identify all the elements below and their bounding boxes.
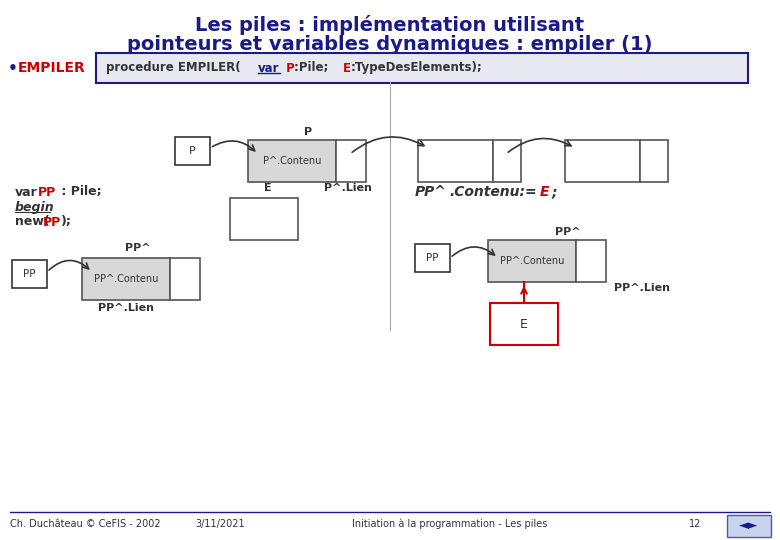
Text: E: E	[540, 185, 549, 199]
Bar	[488, 240, 576, 282]
Text: PP: PP	[426, 253, 438, 263]
Bar	[82, 258, 170, 300]
Text: P^.Contenu: P^.Contenu	[263, 156, 321, 166]
Bar	[576, 240, 606, 282]
Text: 12: 12	[689, 519, 701, 529]
Bar	[170, 258, 200, 300]
Text: PP: PP	[23, 269, 35, 279]
Text: pointeurs et variables dynamiques : empiler (1): pointeurs et variables dynamiques : empi…	[127, 35, 653, 53]
Text: );: );	[61, 215, 72, 228]
Bar	[175, 137, 210, 165]
Text: :TypeDesElements);: :TypeDesElements);	[351, 62, 483, 75]
FancyBboxPatch shape	[96, 53, 748, 83]
Bar	[493, 140, 521, 182]
Bar	[418, 140, 493, 182]
Bar	[336, 140, 366, 182]
Text: PP^: PP^	[415, 185, 447, 199]
Text: procedure EMPILER(: procedure EMPILER(	[106, 62, 240, 75]
Text: EMPILER: EMPILER	[18, 61, 86, 75]
Text: PP: PP	[38, 186, 56, 199]
Text: Ch. Duchâteau © CeFIS - 2002: Ch. Duchâteau © CeFIS - 2002	[10, 519, 161, 529]
Text: P: P	[282, 62, 295, 75]
Text: .Contenu:=: .Contenu:=	[449, 185, 537, 199]
Text: : Pile;: : Pile;	[57, 186, 101, 199]
Text: PP^.Lien: PP^.Lien	[614, 283, 670, 293]
Text: E: E	[264, 183, 271, 193]
Text: E: E	[520, 318, 528, 330]
Bar	[640, 140, 668, 182]
Text: PP^.Lien: PP^.Lien	[98, 303, 154, 313]
Text: PP^.Contenu: PP^.Contenu	[500, 256, 564, 266]
Text: var: var	[15, 186, 37, 199]
Text: PP: PP	[43, 215, 62, 228]
Text: ◄►: ◄►	[739, 519, 759, 532]
Text: P: P	[304, 127, 312, 137]
Bar	[12, 260, 47, 288]
Text: new(: new(	[15, 215, 50, 228]
Text: :Pile;: :Pile;	[294, 62, 337, 75]
Bar	[248, 140, 336, 182]
Bar	[565, 140, 640, 182]
Bar	[415, 244, 450, 272]
Text: 3/11/2021: 3/11/2021	[195, 519, 245, 529]
Text: begin: begin	[15, 200, 55, 213]
Text: E: E	[343, 62, 351, 75]
Text: P: P	[189, 146, 195, 156]
Text: PP^.Contenu: PP^.Contenu	[94, 274, 158, 284]
Text: ;: ;	[551, 185, 556, 199]
Bar	[230, 198, 298, 240]
Bar	[490, 303, 558, 345]
Text: •: •	[8, 60, 18, 76]
Text: PP^: PP^	[555, 227, 581, 237]
Text: P^.Lien: P^.Lien	[324, 183, 372, 193]
Text: PP^: PP^	[125, 243, 151, 253]
FancyBboxPatch shape	[727, 515, 771, 537]
Text: Les piles : implémentation utilisant: Les piles : implémentation utilisant	[196, 15, 584, 35]
Text: var: var	[258, 62, 279, 75]
Text: Initiation à la programmation - Les piles: Initiation à la programmation - Les pile…	[353, 519, 548, 529]
